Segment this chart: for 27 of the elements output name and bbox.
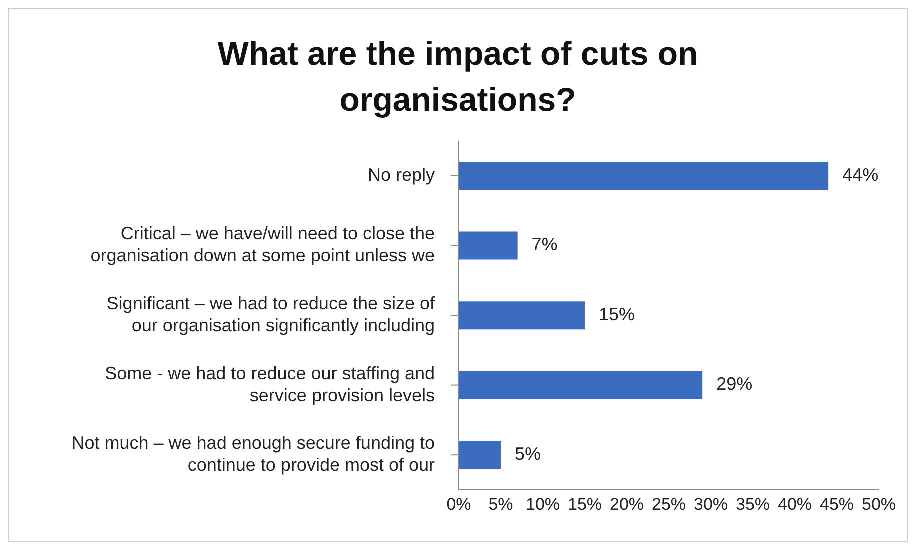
data-label: 5%: [515, 444, 542, 464]
data-label: 44%: [842, 164, 879, 185]
x-tick-label: 10%: [526, 495, 560, 514]
x-tick-label: 20%: [610, 495, 644, 514]
chart-title: What are the impact of cuts on organisations?: [216, 34, 700, 120]
bar: [459, 162, 829, 190]
x-tick-label: 5%: [488, 495, 514, 514]
y-tick-label: Critical – we have/will need to close the organisation down at some point unless we: [90, 223, 435, 266]
bar: [459, 371, 703, 400]
x-tick-label: 0%: [446, 495, 472, 514]
bar: [459, 441, 501, 470]
bar: [459, 232, 518, 260]
y-tick-label: Not much – we had enough secure funding to continue to provide most of our: [72, 432, 436, 475]
x-tick-label: 50%: [862, 495, 896, 514]
y-tick-label: No reply: [368, 164, 435, 185]
y-tick-label: Significant – we had to reduce the size of our organisation significantly including: [106, 293, 436, 336]
data-label: 7%: [532, 234, 558, 255]
x-tick-label: 30%: [694, 495, 728, 514]
data-label: 29%: [716, 374, 753, 394]
data-label: 15%: [599, 304, 636, 324]
x-tick-label: 40%: [778, 495, 812, 514]
bar: [459, 302, 585, 330]
x-tick-label: 25%: [652, 495, 686, 514]
x-tick-label: 45%: [820, 495, 854, 514]
x-tick-label: 15%: [568, 495, 602, 514]
x-tick-label: 35%: [736, 495, 770, 514]
y-tick-label: Some - we had to reduce our staffing and service provision levels: [105, 363, 435, 406]
